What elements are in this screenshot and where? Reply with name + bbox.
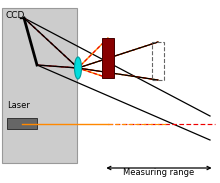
Text: CCD: CCD [5,11,24,20]
Text: Measuring range: Measuring range [123,168,194,178]
Bar [152,42,164,80]
Bar [2,8,77,163]
Text: Laser: Laser [7,100,30,109]
Bar [7,118,37,129]
Bar [102,38,114,78]
Ellipse shape [75,57,81,79]
